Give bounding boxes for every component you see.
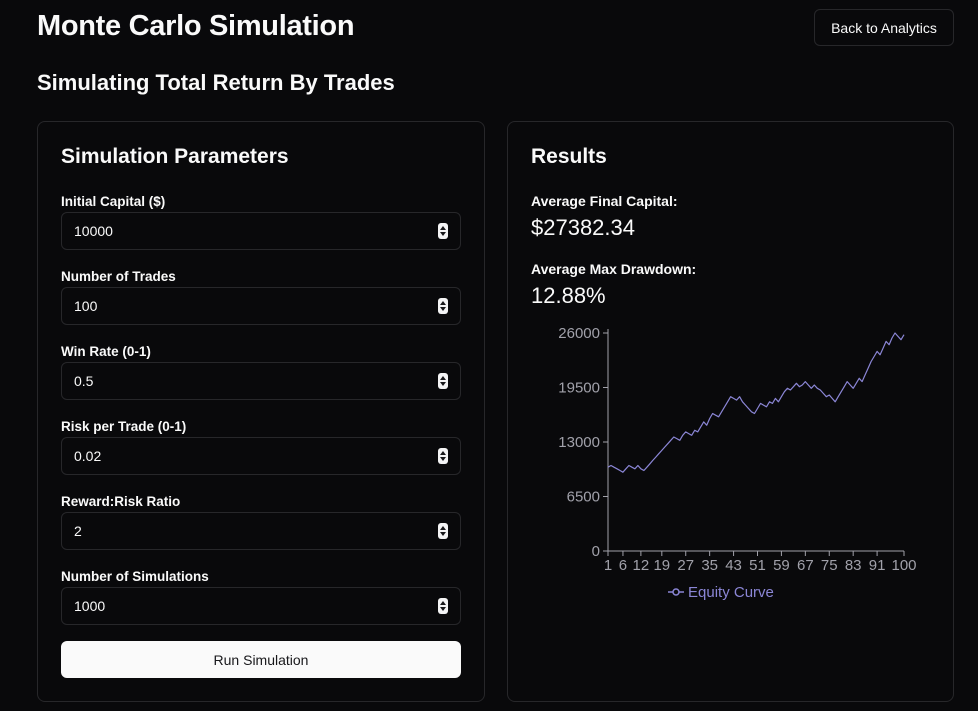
x-tick-label: 12 xyxy=(633,557,650,574)
x-tick-label: 27 xyxy=(677,557,694,574)
number-stepper-icon[interactable] xyxy=(438,373,448,389)
y-tick-label: 13000 xyxy=(558,434,600,451)
number-stepper-icon[interactable] xyxy=(438,448,448,464)
number-of-simulations-input[interactable] xyxy=(74,588,438,624)
x-tick-label: 1 xyxy=(604,557,612,574)
number-of-simulations-field[interactable] xyxy=(61,587,461,625)
parameters-title: Simulation Parameters xyxy=(61,145,289,168)
avg-max-drawdown-value: 12.88% xyxy=(531,283,606,308)
reward-risk-ratio-label: Reward:Risk Ratio xyxy=(61,494,181,509)
legend-label: Equity Curve xyxy=(688,584,774,601)
page-title: Monte Carlo Simulation xyxy=(37,10,355,42)
reward-risk-ratio-field[interactable] xyxy=(61,512,461,550)
x-tick-label: 59 xyxy=(773,557,790,574)
page-subtitle: Simulating Total Return By Trades xyxy=(37,70,395,95)
avg-final-capital-value: $27382.34 xyxy=(531,215,635,240)
win-rate-label: Win Rate (0-1) xyxy=(61,344,151,359)
x-tick-label: 19 xyxy=(653,557,670,574)
y-tick-label: 0 xyxy=(592,543,600,560)
risk-per-trade-input[interactable] xyxy=(74,438,438,474)
risk-per-trade-label: Risk per Trade (0-1) xyxy=(61,419,187,434)
x-tick-label: 51 xyxy=(749,557,766,574)
y-tick-label: 19500 xyxy=(558,380,600,397)
number-stepper-icon[interactable] xyxy=(438,223,448,239)
win-rate-input[interactable] xyxy=(74,363,438,399)
win-rate-field[interactable] xyxy=(61,362,461,400)
x-tick-label: 67 xyxy=(797,557,814,574)
x-tick-label: 6 xyxy=(619,557,627,574)
reward-risk-ratio-input[interactable] xyxy=(74,513,438,549)
number-of-trades-field[interactable] xyxy=(61,287,461,325)
legend-marker-icon xyxy=(672,588,680,596)
initial-capital-field[interactable] xyxy=(61,212,461,250)
x-tick-label: 91 xyxy=(869,557,886,574)
x-tick-label: 83 xyxy=(845,557,862,574)
initial-capital-input[interactable] xyxy=(74,213,438,249)
results-title: Results xyxy=(531,145,607,168)
equity-curve-chart: 0 6500 13000 19500 26000 1 6 12 19 27 35 43 51 59 67 75… xyxy=(558,325,916,601)
equity-curve-line xyxy=(607,332,905,473)
number-of-trades-input[interactable] xyxy=(74,288,438,324)
y-tick-label: 26000 xyxy=(558,325,600,342)
number-of-trades-label: Number of Trades xyxy=(61,269,176,284)
avg-final-capital-label: Average Final Capital: xyxy=(531,193,678,209)
run-simulation-button[interactable]: Run Simulation xyxy=(61,641,461,678)
number-of-simulations-label: Number of Simulations xyxy=(61,569,209,584)
x-tick-label: 35 xyxy=(701,557,718,574)
back-to-analytics-button[interactable]: Back to Analytics xyxy=(814,9,954,46)
number-stepper-icon[interactable] xyxy=(438,523,448,539)
x-tick-label: 43 xyxy=(725,557,742,574)
risk-per-trade-field[interactable] xyxy=(61,437,461,475)
y-tick-label: 6500 xyxy=(567,489,600,506)
number-stepper-icon[interactable] xyxy=(438,598,448,614)
x-tick-label: 100 xyxy=(891,557,916,574)
results-card: Results Average Final Capital: $27382.34… xyxy=(507,121,954,702)
avg-max-drawdown-label: Average Max Drawdown: xyxy=(531,261,697,277)
initial-capital-label: Initial Capital ($) xyxy=(61,194,166,209)
simulation-parameters-card: Simulation Parameters Initial Capital ($… xyxy=(37,121,485,702)
number-stepper-icon[interactable] xyxy=(438,298,448,314)
x-tick-label: 75 xyxy=(821,557,838,574)
